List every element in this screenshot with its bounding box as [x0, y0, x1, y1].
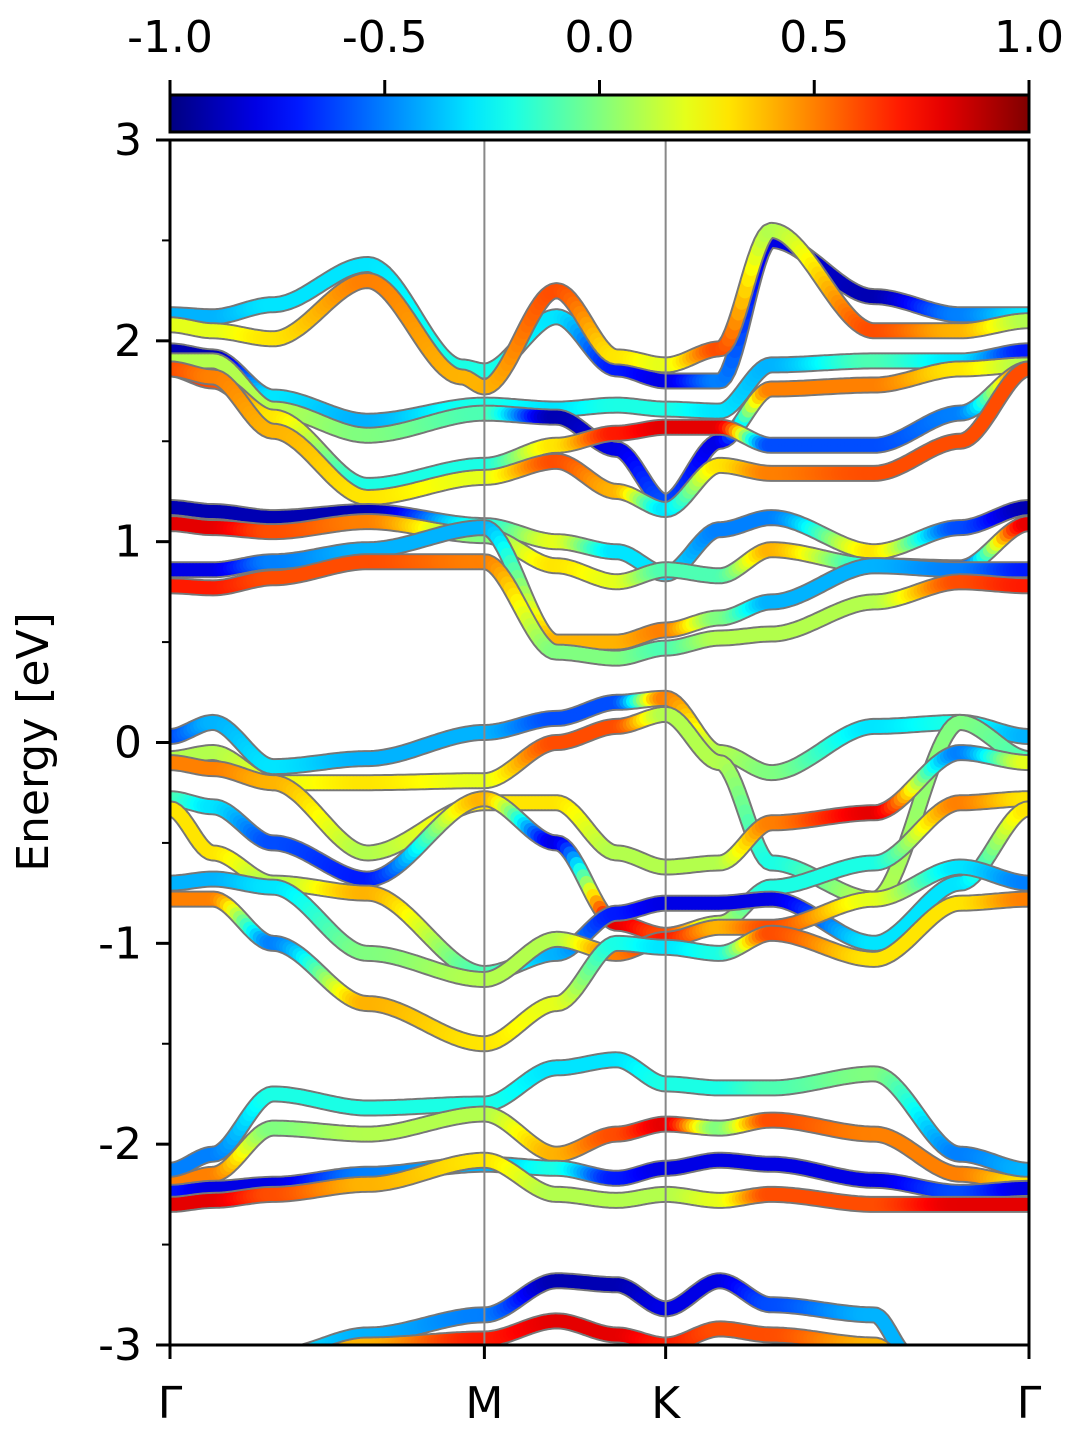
band-8 [170, 519, 1029, 651]
band-5 [170, 360, 1029, 518]
band-outline [170, 1051, 1029, 1179]
band-0 [170, 231, 1029, 390]
colorbar-tick-label: -1.0 [127, 12, 213, 63]
colorbar-tick-label: 0.5 [779, 12, 849, 63]
bands [170, 221, 1029, 1345]
colorbar-gradient [168, 93, 1031, 134]
band-17 [170, 1051, 1029, 1179]
colorbar-tick-label: 1.0 [994, 12, 1064, 63]
colorbar-tick-label: 0.0 [565, 12, 635, 63]
colorbar-tick-label: -0.5 [342, 12, 428, 63]
colorbar: -1.0 -0.5 0.0 0.5 1.0 [127, 12, 1064, 134]
band-9 [170, 553, 1029, 667]
